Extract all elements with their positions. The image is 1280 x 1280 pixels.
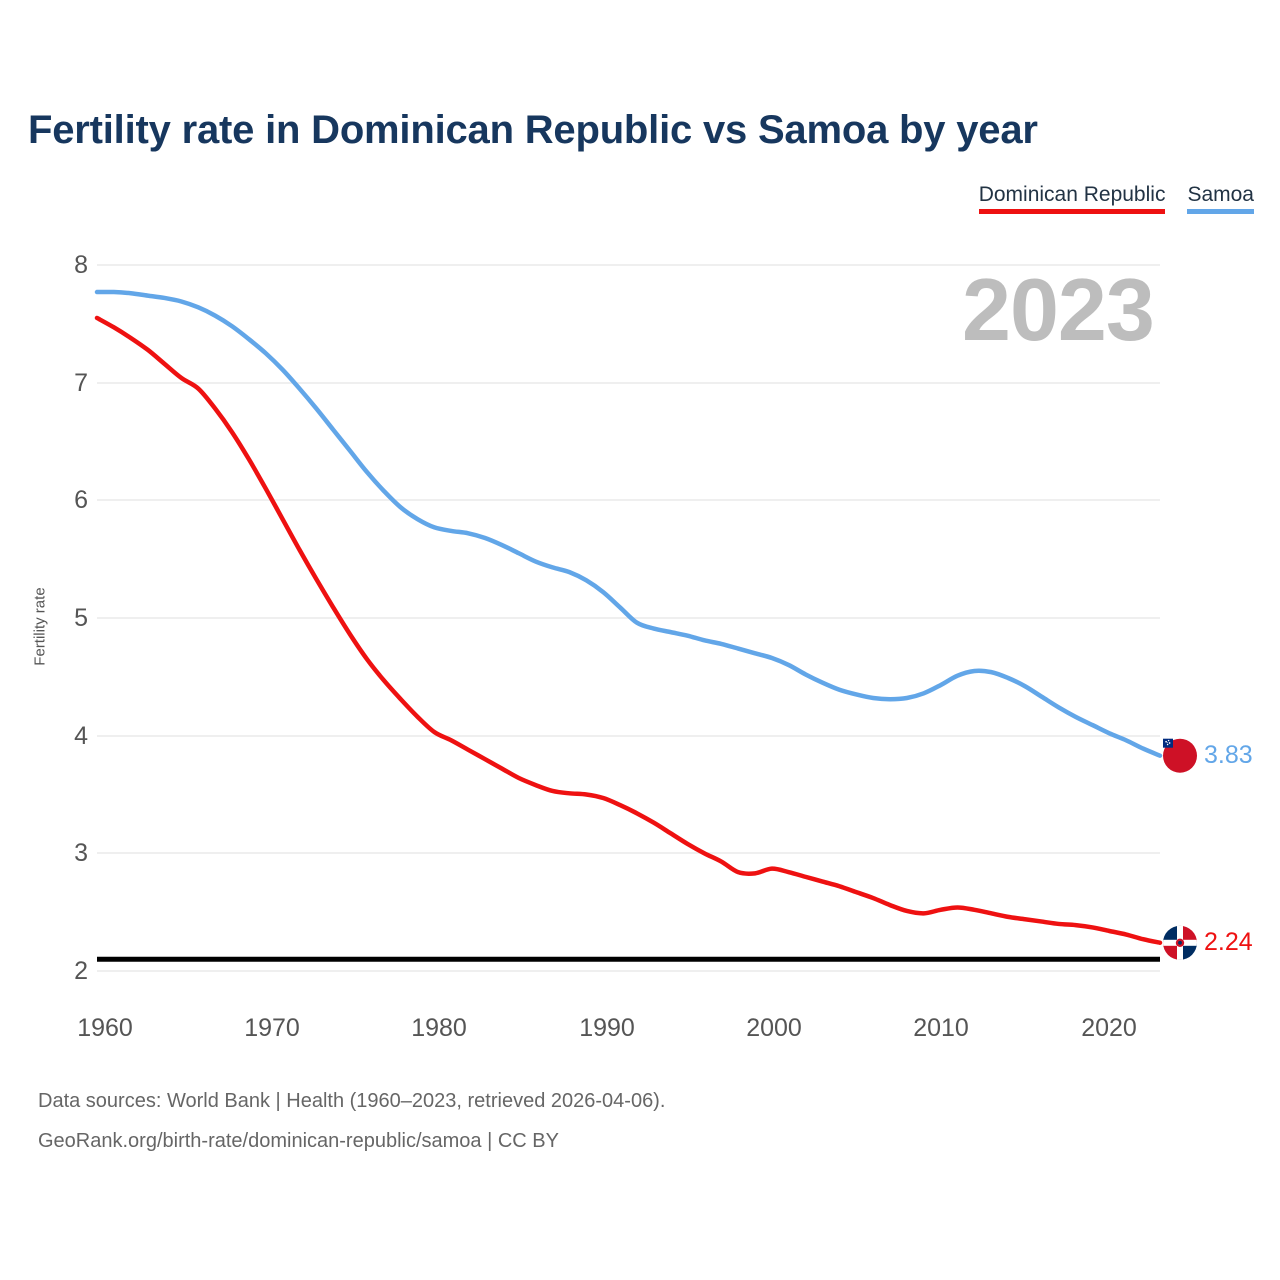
y-tick-8: 8 — [74, 251, 88, 279]
y-tick-7: 7 — [74, 369, 88, 397]
x-tick-2020: 2020 — [1081, 1014, 1137, 1042]
y-tick-6: 6 — [74, 486, 88, 514]
footer-data-sources: Data sources: World Bank | Health (1960–… — [38, 1090, 666, 1112]
y-tick-5: 5 — [74, 604, 88, 632]
dominican-republic-end-marker[interactable] — [1163, 925, 1197, 960]
y-tick-4: 4 — [74, 722, 88, 750]
x-tick-1960: 1960 — [77, 1014, 133, 1042]
y-tick-3: 3 — [74, 839, 88, 867]
data-series-layer — [94, 289, 1163, 946]
x-tick-1980: 1980 — [411, 1014, 467, 1042]
chart-legend: Dominican Republic Samoa — [978, 183, 1254, 214]
legend-swatch-samoa — [1187, 209, 1254, 214]
samoa-end-value: 3.83 — [1204, 740, 1253, 769]
x-tick-2000: 2000 — [746, 1014, 802, 1042]
year-watermark: 2023 — [962, 260, 1155, 359]
dominican-republic-end-value: 2.24 — [1204, 927, 1253, 956]
legend-label-dominican-republic: Dominican Republic — [978, 183, 1166, 206]
series-line-samoa — [94, 289, 1163, 758]
legend-item-samoa[interactable]: Samoa — [1187, 183, 1254, 214]
x-tick-1990: 1990 — [579, 1014, 635, 1042]
legend-item-dominican-republic[interactable]: Dominican Republic — [978, 183, 1166, 214]
series-line-dominican-republic — [94, 315, 1163, 946]
x-tick-1970: 1970 — [244, 1014, 300, 1042]
samoa-end-marker[interactable] — [1163, 738, 1197, 773]
legend-swatch-dominican-republic — [978, 209, 1166, 214]
y-tick-2: 2 — [74, 957, 88, 985]
page-title: Fertility rate in Dominican Republic vs … — [28, 108, 1038, 152]
x-tick-2010: 2010 — [913, 1014, 969, 1042]
footer-attribution: GeoRank.org/birth-rate/dominican-republi… — [38, 1130, 559, 1152]
legend-label-samoa: Samoa — [1187, 183, 1254, 206]
